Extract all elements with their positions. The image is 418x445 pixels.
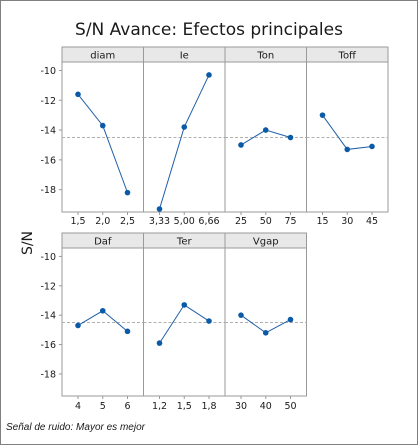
series-line (322, 114, 373, 150)
y-tick-label: -18 (40, 369, 56, 380)
panel-title: Ton (256, 51, 274, 62)
panel-Ie: Ie 3,33 5,00 6,66 (143, 46, 226, 227)
y-tick-label: -16 (40, 340, 56, 351)
panel-frame (224, 61, 307, 213)
y-tick-label: -10 (40, 252, 56, 263)
panel-Daf: Daf 4 5 6 -10 -12 -14 -16 -18 (40, 232, 144, 412)
series-line (77, 93, 128, 193)
panel-Toff: Toff 15 30 45 (306, 46, 389, 227)
data-point (156, 206, 163, 212)
panel-frame (224, 247, 307, 397)
y-tick-label: -12 (40, 96, 56, 107)
data-point (238, 142, 244, 148)
panel-Ter: Ter 1,2 1,5 1,8 (143, 232, 226, 412)
data-point (156, 340, 163, 346)
x-tick-label: 4 (75, 401, 81, 412)
x-tick-label: 50 (260, 216, 272, 227)
x-tick-label: 30 (341, 216, 353, 227)
panel-title: diam (90, 51, 115, 62)
data-point (287, 134, 294, 141)
panel-frame (306, 61, 389, 213)
data-point (262, 330, 269, 336)
x-tick-label: 6,66 (198, 216, 219, 227)
panel-title: Ie (180, 51, 189, 62)
series-line (159, 304, 210, 344)
x-tick-label: 3,33 (149, 216, 170, 227)
x-tick-label: 25 (235, 216, 247, 227)
x-tick-label: 1,5 (70, 216, 85, 227)
data-point (181, 302, 188, 308)
x-tick-label: 1,8 (201, 401, 216, 412)
y-tick-label: -14 (40, 126, 56, 137)
series-line (159, 74, 210, 210)
data-point (181, 124, 188, 130)
panel-title: Ter (176, 237, 193, 248)
x-tick-label: 45 (366, 216, 378, 227)
data-point (369, 143, 375, 150)
data-point (319, 112, 326, 118)
x-tick-label: 50 (284, 401, 296, 412)
x-tick-label: 5,00 (174, 216, 195, 227)
y-tick-label: -18 (40, 185, 56, 196)
data-point (124, 189, 131, 196)
data-point (75, 91, 81, 98)
panel-frame (143, 247, 226, 397)
y-tick-label: -16 (40, 155, 56, 166)
series-line (77, 310, 128, 332)
data-point (287, 316, 294, 323)
data-point (238, 312, 244, 318)
data-point (124, 328, 131, 335)
x-tick-label: 6 (124, 401, 130, 412)
x-tick-label: 2,5 (120, 216, 135, 227)
data-point (99, 307, 106, 314)
data-point (75, 322, 81, 329)
panel-frame (61, 61, 144, 213)
panel-diam: diam 1,5 2,0 2,5 -10 -12 -14 -16 -18 (40, 46, 144, 227)
x-tick-label: 1,2 (152, 401, 167, 412)
panel-Ton: Ton 25 50 75 (224, 46, 307, 227)
x-tick-label: 40 (260, 401, 272, 412)
x-tick-label: 15 (316, 216, 328, 227)
panel-frame (61, 247, 144, 397)
data-point (206, 318, 212, 324)
panel-frame (143, 61, 226, 213)
footnote: Señal de ruido: Mayor es mejor (6, 422, 145, 433)
y-tick-label: -12 (40, 281, 56, 292)
data-point (262, 127, 269, 133)
x-tick-label: 2,0 (95, 216, 110, 227)
data-point (99, 122, 106, 129)
data-point (344, 146, 351, 153)
panel-title: Vgap (253, 237, 279, 248)
y-tick-label: -10 (40, 66, 56, 77)
y-tick-label: -14 (40, 311, 56, 322)
x-tick-label: 5 (100, 401, 106, 412)
x-tick-label: 30 (235, 401, 247, 412)
panel-Vgap: Vgap 30 40 50 (224, 232, 307, 412)
panel-title: Toff (338, 51, 358, 62)
data-point (206, 72, 212, 78)
x-tick-label: 1,5 (177, 401, 192, 412)
panel-title: Daf (94, 237, 112, 248)
chart-title: S/N Avance: Efectos principales (75, 20, 343, 40)
x-tick-label: 75 (284, 216, 296, 227)
